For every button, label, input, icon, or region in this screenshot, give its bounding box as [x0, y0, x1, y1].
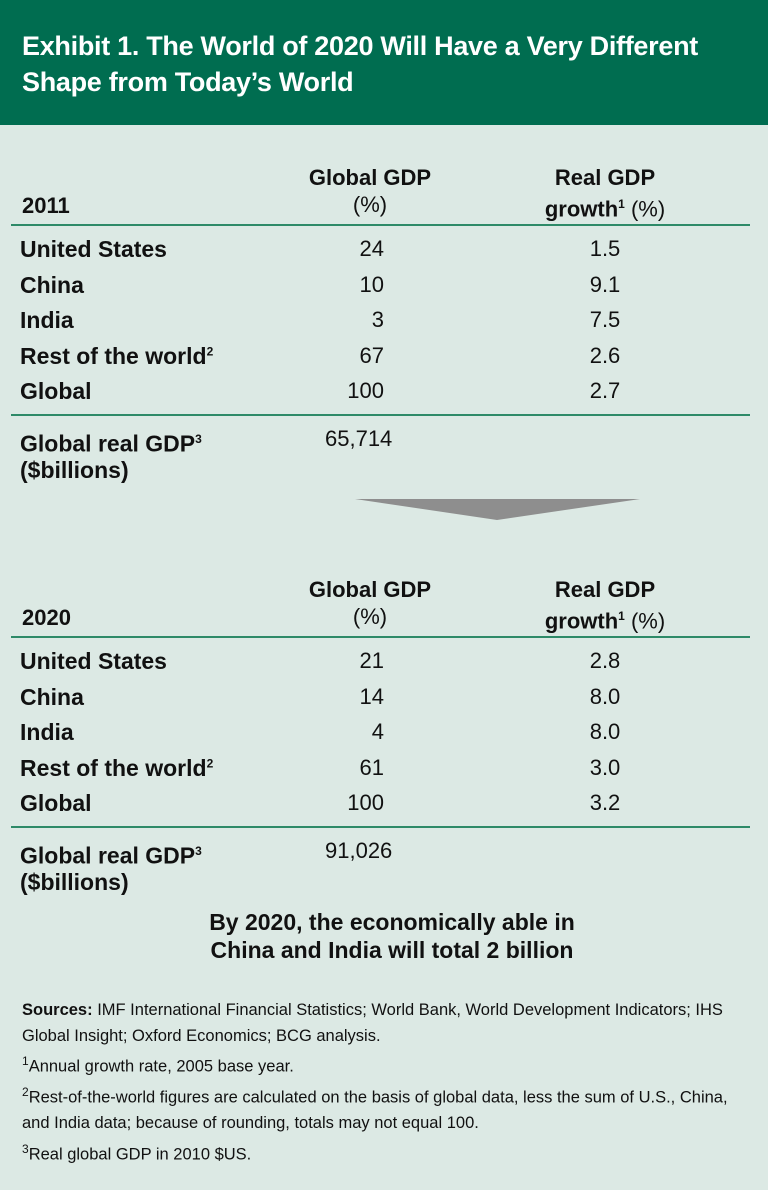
footnote-text: Annual growth rate, 2005 base year. — [28, 1057, 294, 1076]
footnote-text: Rest-of-the-world figures are calculated… — [22, 1088, 728, 1133]
global-gdp-share-cell: 24 — [359, 236, 384, 261]
global-gdp-share-cell: 67 — [359, 342, 384, 368]
footnote-marker: 3 — [195, 432, 202, 446]
header-rule — [11, 224, 750, 226]
header-unit: (%) — [352, 192, 388, 217]
header-text: growth — [544, 608, 619, 634]
header-text: growth — [544, 196, 619, 222]
gdp-growth-cell: 9.1 — [589, 271, 621, 297]
global-real-gdp-label: Global real GDP3 ($billions) — [20, 426, 202, 483]
label-text: Global real GDP — [20, 842, 196, 869]
sources-text: IMF International Financial Statistics; … — [22, 1001, 723, 1045]
header-unit: (%) — [630, 608, 666, 634]
key-message-line: By 2020, the economically able in — [209, 909, 575, 935]
gdp-growth-cell: 3.2 — [589, 790, 621, 815]
row-label-text: China — [20, 683, 84, 710]
table-year: 2020 — [22, 605, 71, 630]
total-rule — [11, 826, 750, 828]
row-label-text: United States — [20, 236, 167, 262]
footnote-marker: 2 — [206, 755, 214, 770]
header-bar: Exhibit 1. The World of 2020 Will Have a… — [0, 0, 768, 125]
row-label-text: India — [20, 307, 74, 333]
footnote-marker: 1 — [618, 609, 625, 623]
row-label-text: United States — [20, 648, 167, 674]
footnote-marker: 3 — [195, 844, 202, 858]
gdp-growth-cell: 8.0 — [589, 683, 621, 709]
global-gdp-share-cell: 14 — [359, 683, 384, 709]
header-text: Real GDP — [554, 165, 656, 190]
row-label: Rest of the world2 — [20, 343, 213, 370]
header-unit: (%) — [352, 604, 388, 629]
gdp-growth-cell: 2.8 — [589, 648, 621, 673]
global-gdp-share-cell: 3 — [371, 307, 384, 332]
gdp-growth-cell: 2.6 — [589, 342, 621, 368]
global-gdp-share-cell: 4 — [371, 719, 384, 744]
footnote-marker: 2 — [206, 343, 214, 358]
label-unit: ($billions) — [20, 868, 129, 895]
row-label: China — [20, 272, 84, 299]
global-real-gdp-value: 65,714 — [325, 426, 393, 451]
header-unit: (%) — [630, 196, 666, 222]
footnote-marker: 1 — [618, 197, 625, 211]
header-rule — [11, 636, 750, 638]
key-message: By 2020, the economically able in China … — [0, 908, 768, 964]
global-real-gdp-value: 91,026 — [325, 838, 393, 863]
global-gdp-header: Global GDP (%) — [290, 576, 450, 630]
table-year: 2011 — [22, 193, 70, 218]
footnote: 3Real global GDP in 2010 $US. — [22, 1137, 752, 1168]
label-text: Global real GDP — [20, 430, 196, 457]
row-label: India — [20, 719, 74, 746]
row-label-text: China — [20, 271, 84, 298]
row-label: China — [20, 684, 84, 711]
row-label-text: Global — [20, 378, 92, 404]
row-label: India — [20, 307, 74, 334]
label-unit: ($billions) — [20, 456, 129, 483]
total-rule — [11, 414, 750, 416]
footnote-text: Real global GDP in 2010 $US. — [28, 1145, 252, 1163]
down-arrow-icon — [355, 499, 640, 520]
gdp-growth-cell: 1.5 — [589, 236, 621, 261]
row-label-text: India — [20, 719, 74, 745]
gdp-growth-cell: 2.7 — [589, 378, 621, 403]
global-gdp-share-cell: 100 — [347, 790, 384, 815]
row-label-text: Rest of the world — [20, 754, 207, 781]
footnotes: Sources: IMF International Financial Sta… — [22, 998, 752, 1168]
sources-note: Sources: IMF International Financial Sta… — [22, 998, 752, 1049]
footnote: 1Annual growth rate, 2005 base year. — [22, 1049, 752, 1080]
global-gdp-share-cell: 61 — [359, 754, 384, 780]
row-label-text: Rest of the world — [20, 342, 207, 369]
footnote-marker: 3 — [22, 1141, 29, 1156]
footnote-marker: 2 — [22, 1085, 29, 1099]
header-text: Global GDP — [308, 165, 432, 190]
footnote-marker: 1 — [22, 1054, 29, 1068]
global-gdp-share-cell: 21 — [359, 648, 384, 673]
row-label: United States — [20, 648, 167, 675]
gdp-growth-cell: 7.5 — [589, 307, 621, 332]
row-label: Rest of the world2 — [20, 755, 213, 782]
row-label: Global — [20, 378, 92, 405]
growth-header: Real GDP growth1 (%) — [520, 576, 690, 634]
global-gdp-header: Global GDP (%) — [290, 164, 450, 218]
footnote: 2Rest-of-the-world figures are calculate… — [22, 1080, 752, 1137]
row-label: Global — [20, 790, 92, 817]
header-text: Real GDP — [554, 577, 656, 602]
growth-header: Real GDP growth1 (%) — [520, 164, 690, 222]
global-real-gdp-label: Global real GDP3 ($billions) — [20, 838, 202, 895]
global-gdp-share-cell: 10 — [359, 271, 384, 297]
exhibit-title: Exhibit 1. The World of 2020 Will Have a… — [22, 31, 698, 97]
gdp-growth-cell: 8.0 — [589, 719, 621, 744]
header-text: Global GDP — [308, 577, 432, 602]
global-gdp-share-cell: 100 — [347, 378, 384, 403]
gdp-growth-cell: 3.0 — [589, 754, 621, 780]
sources-label: Sources: — [22, 1001, 93, 1019]
row-label-text: Global — [20, 790, 92, 816]
row-label: United States — [20, 236, 167, 263]
key-message-line: China and India will total 2 billion — [210, 937, 574, 963]
